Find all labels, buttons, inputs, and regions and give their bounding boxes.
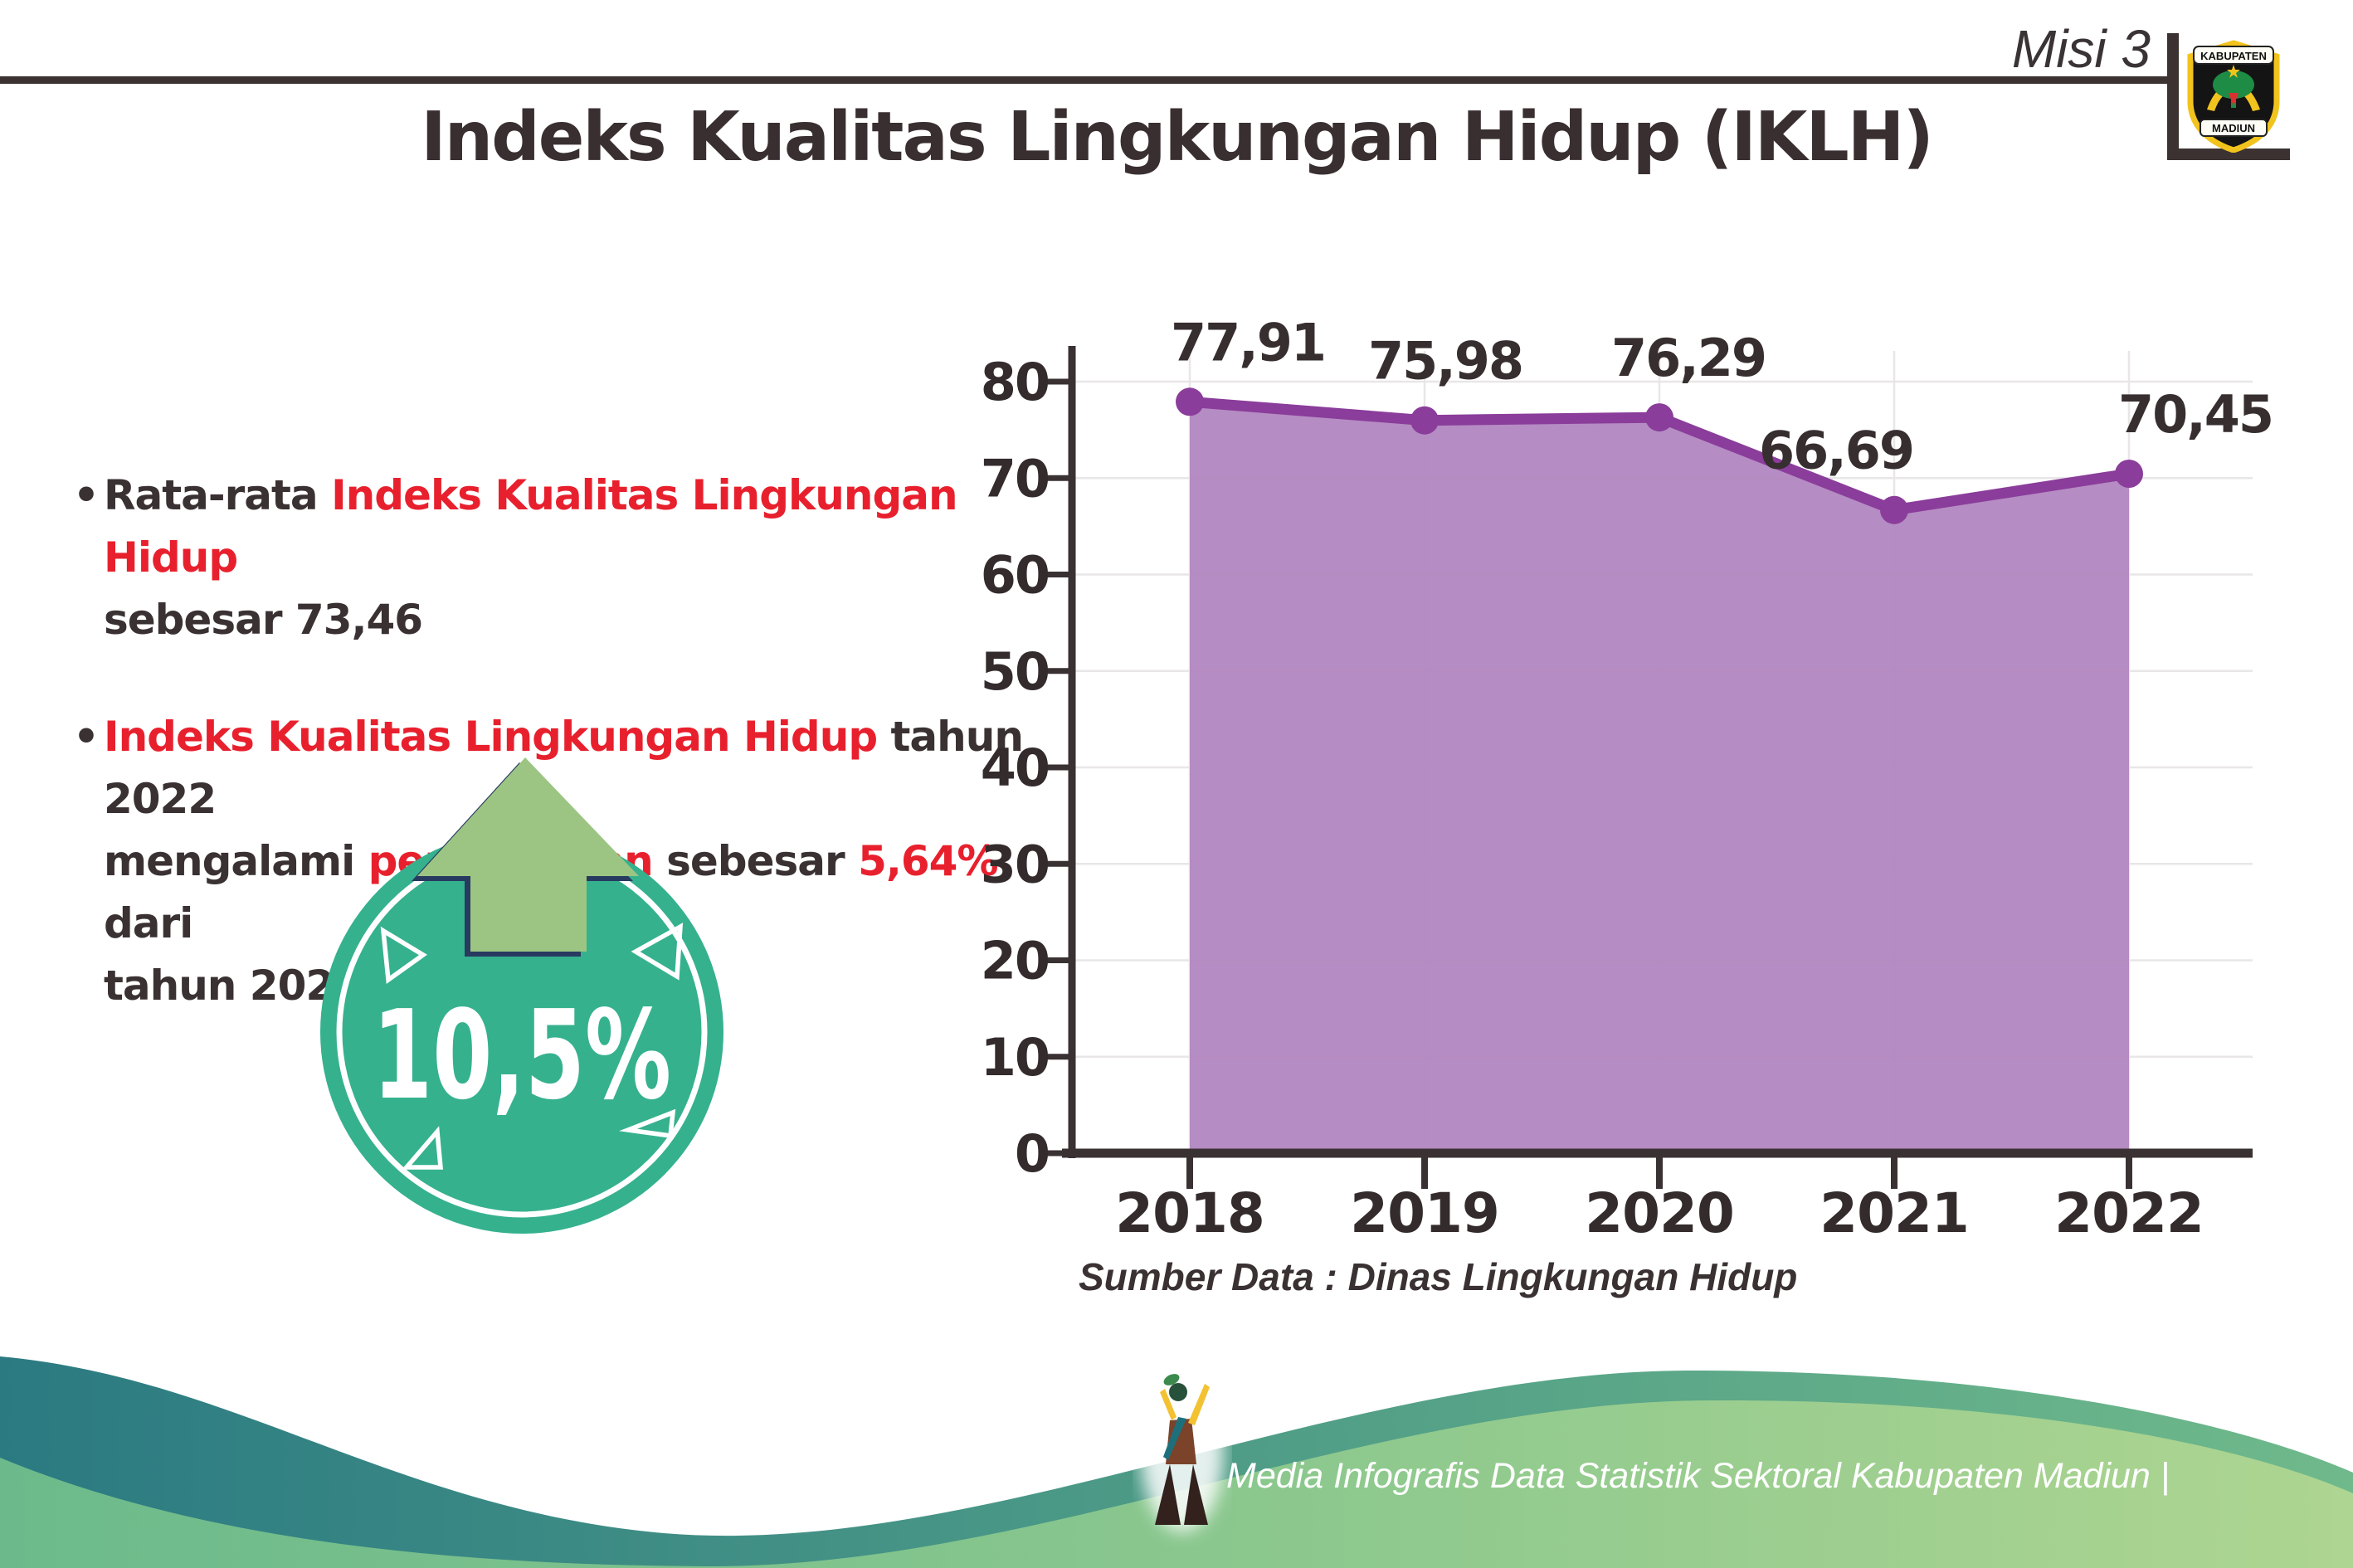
y-tick-label: 30 xyxy=(981,834,1049,894)
y-tick-label: 70 xyxy=(981,448,1049,509)
chart-area-series xyxy=(1176,387,2143,1153)
up-arrow-icon xyxy=(417,757,639,952)
bullet-text: Indeks Kualitas Lingkungan Hidup tahun 2… xyxy=(103,713,1024,1010)
data-point-label: 75,98 xyxy=(1368,331,1522,392)
seal-center-shield xyxy=(2229,93,2239,106)
logo-frame-vertical xyxy=(2167,33,2179,159)
source-note: Sumber Data : Dinas Lingkungan Hidup xyxy=(1079,1255,1798,1298)
data-point xyxy=(1645,403,1673,432)
spark-triangle-lower-right xyxy=(619,1108,676,1139)
spark-triangle-upper-left xyxy=(380,926,428,984)
data-point-label: 66,69 xyxy=(1759,421,1913,481)
chart-labels: 0 10 20 30 40 50 60 70 80 2018 2019 2020 2021 2022 77,… xyxy=(981,312,2273,1245)
iklh-chart: 0 10 20 30 40 50 60 70 80 2018 2019 2020 2021 2022 77,… xyxy=(981,312,2273,1245)
data-point xyxy=(1176,387,1204,416)
badge-value: 10,5% xyxy=(373,984,671,1127)
logo-frame-horizontal xyxy=(2167,149,2290,160)
bullet-dot: • xyxy=(73,471,100,519)
data-point-label: 76,29 xyxy=(1611,328,1766,388)
bullet-dot: • xyxy=(73,713,100,761)
data-point xyxy=(2115,460,2143,488)
y-tick-label: 0 xyxy=(1015,1123,1049,1184)
footer-band-green xyxy=(0,1400,2353,1568)
x-tick-label: 2021 xyxy=(1820,1181,1969,1245)
seal-banner-bottom-text: MADIUN xyxy=(2212,122,2255,134)
footer-wave: Media Infografis Data Statistik Sektoral… xyxy=(0,1356,2353,1568)
seal-banner-bottom xyxy=(2200,119,2268,137)
data-point-label: 70,45 xyxy=(2118,384,2273,445)
y-tick-label: 20 xyxy=(981,931,1049,991)
data-point xyxy=(1410,406,1439,435)
bullet-item: • Indeks Kualitas Lingkungan Hidup tahun … xyxy=(73,706,1077,1017)
y-tick-label: 60 xyxy=(981,545,1049,606)
kabupaten-madiun-seal-icon: KABUPATEN MADIUN xyxy=(2187,40,2280,153)
x-tick-label: 2020 xyxy=(1585,1181,1734,1245)
badge-circle xyxy=(320,830,723,1234)
misi-label: Misi 3 xyxy=(2011,19,2151,79)
x-tick-label: 2018 xyxy=(1115,1181,1264,1245)
footer-caption: Media Infografis Data Statistik Sektoral… xyxy=(1226,1456,2170,1496)
y-tick-label: 40 xyxy=(981,738,1049,798)
y-tick-label: 80 xyxy=(981,352,1049,412)
bullet-text: Rata-rata Indeks Kualitas Lingkungan Hid… xyxy=(103,471,958,644)
chart-ticks xyxy=(1047,378,2132,1189)
increase-badge: 10,5% xyxy=(320,757,723,1234)
y-tick-label: 50 xyxy=(981,641,1049,702)
x-tick-label: 2019 xyxy=(1350,1181,1499,1245)
header-rule xyxy=(0,76,2167,84)
seal-banner-top-text: KABUPATEN xyxy=(2200,50,2267,62)
data-point-label: 77,91 xyxy=(1171,312,1325,373)
seal-star xyxy=(2227,65,2240,78)
x-tick-label: 2022 xyxy=(2054,1181,2204,1245)
bullet-item: • Rata-rata Indeks Kualitas Lingkungan Hi… xyxy=(73,465,1077,651)
data-point xyxy=(1880,495,1908,524)
spark-triangle-lower-left xyxy=(402,1126,444,1170)
y-tick-label: 10 xyxy=(981,1027,1049,1088)
page-title: Indeks Kualitas Lingkungan Hidup (IKLH) xyxy=(421,98,1934,177)
bullet-list: • Rata-rata Indeks Kualitas Lingkungan Hi… xyxy=(73,465,1077,1072)
area-fill xyxy=(1190,402,2129,1153)
seal-banner-top xyxy=(2193,46,2274,65)
spark-triangle-upper-right xyxy=(631,923,684,981)
footer-mascot-icon xyxy=(1141,1372,1224,1531)
